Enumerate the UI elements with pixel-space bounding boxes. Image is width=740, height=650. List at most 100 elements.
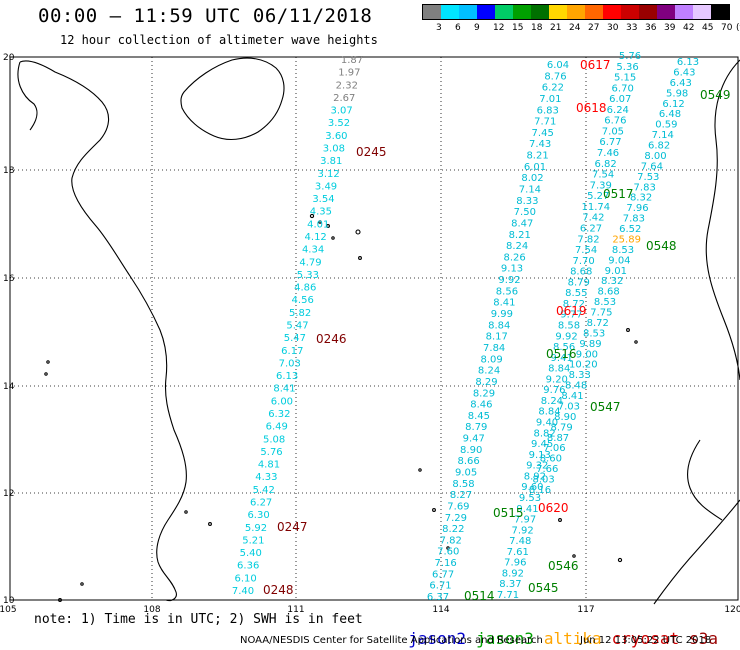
legend-label: 70	[721, 23, 733, 33]
swh-value-jason3b: 7.66	[536, 464, 558, 475]
x-tick-label: 114	[432, 605, 449, 615]
swh-value-cryosat: 6.04	[547, 60, 569, 71]
swh-value-jason3a: 6.70	[612, 83, 634, 94]
swh-value-s3a: 6.27	[250, 498, 272, 509]
swh-value-jason3a: 6.76	[604, 116, 626, 127]
swh-value-s3a: 5.47	[286, 321, 308, 332]
swh-value-jason3a: 5.15	[614, 73, 636, 84]
legend-swatch	[513, 5, 531, 19]
swh-value-jason3a: 6.07	[609, 94, 631, 105]
swh-value-jason3a: 9.41	[516, 504, 538, 515]
sat-jason2: jason2	[408, 629, 467, 648]
swh-value-s3a: 6.13	[276, 371, 298, 382]
satellite-legend: jason2 jason3 altika cryosat s3a	[389, 610, 728, 648]
swh-value-jason3a: 9.77	[560, 310, 582, 321]
swh-value-cryosat: 6.01	[524, 162, 546, 173]
pass-time-label: 0514	[464, 589, 495, 603]
swh-value-s3a: 3.52	[328, 118, 350, 129]
swh-value-s3a: 5.47	[284, 333, 306, 344]
legend-label: 36	[645, 23, 657, 33]
swh-value-jason3b: 7.83	[623, 214, 645, 225]
swh-value-jason3a: 9.45	[531, 439, 553, 450]
swh-value-jason3a: 5.36	[616, 62, 638, 73]
swh-value-cryosat: 8.45	[468, 411, 490, 422]
swh-value-jason3a: 7.61	[507, 547, 529, 558]
y-tick-label: 10	[3, 596, 15, 606]
swh-value-jason3b: 8.33	[569, 370, 591, 381]
swh-value-jason3b: 6.43	[673, 67, 695, 78]
x-tick-label: 108	[143, 605, 160, 615]
swh-value-jason3a: 9.53	[519, 493, 541, 504]
legend-swatch	[639, 5, 657, 19]
swh-value-s3a: 5.76	[260, 447, 282, 458]
luzon-coast	[705, 59, 740, 381]
swh-value-jason3a: 7.82	[577, 234, 599, 245]
legend-swatch	[441, 5, 459, 19]
swh-value-jason3a: 7.97	[514, 515, 536, 526]
swh-value-cryosat: 9.47	[463, 434, 485, 445]
swh-value-jason3a: 9.41	[551, 353, 573, 364]
swh-value-jason3b: 8.00	[644, 151, 666, 162]
swh-value-cryosat: 7.71	[534, 117, 556, 128]
swh-value-s3a: 5.42	[253, 485, 275, 496]
swh-value-jason3b: 7.75	[590, 308, 612, 319]
swh-value-cryosat: 7.14	[519, 185, 541, 196]
pass-time-label: 0547	[590, 400, 621, 414]
x-tick-label: 117	[577, 605, 594, 615]
swh-value-jason3a: 7.92	[512, 525, 534, 536]
legend-swatch	[549, 5, 567, 19]
footer-note: note: 1) Time is in UTC; 2) SWH is in fe…	[34, 612, 363, 627]
swh-value-jason3a: 9.32	[526, 461, 548, 472]
swh-value-cryosat: 8.22	[442, 524, 464, 535]
swh-value-s3a: 4.12	[305, 232, 327, 243]
swh-value-cryosat: 7.16	[435, 558, 457, 569]
legend-swatch	[711, 5, 729, 19]
swh-value-jason3a: 11.74	[582, 202, 611, 213]
swh-value-jason3b: 9.89	[579, 339, 601, 350]
swh-value-cryosat: 9.92	[498, 275, 520, 286]
pass-time-label: 0548	[646, 239, 677, 253]
y-tick-label: 14	[3, 382, 15, 392]
pass-time-label: 0516	[546, 347, 577, 361]
swh-value-s3a: 3.49	[315, 181, 337, 192]
swh-value-s3a: 6.17	[281, 346, 303, 357]
swh-value-jason3a: 5.76	[619, 51, 641, 62]
swh-value-jason3a: 9.20	[546, 374, 568, 385]
legend-swatch	[657, 5, 675, 19]
swh-value-jason3a: 8.92	[524, 471, 546, 482]
swh-value-cryosat: 7.43	[529, 139, 551, 150]
swh-value-cryosat: 7.29	[445, 513, 467, 524]
swh-value-s3a: 3.54	[312, 194, 334, 205]
legend-swatch	[477, 5, 495, 19]
swh-value-cryosat: 7.01	[539, 94, 561, 105]
legend-color-bar	[422, 4, 730, 20]
hainan-island	[180, 57, 285, 141]
swh-value-jason3b: 7.06	[543, 443, 565, 454]
swh-value-s3a: 4.35	[310, 207, 332, 218]
palawan-coast	[653, 499, 740, 605]
map-frame	[9, 56, 739, 601]
axis-labels: 105 108 111 114 117 120 20 18 16 14 12 10	[0, 53, 740, 615]
swh-value-jason3b: 8.87	[547, 433, 569, 444]
swh-value-s3a: 4.56	[292, 295, 314, 306]
swh-value-jason3a: 7.48	[509, 536, 531, 547]
coastline	[17, 57, 740, 605]
swh-value-jason3a: 6.27	[580, 223, 602, 234]
swh-value-cryosat: 8.21	[526, 151, 548, 162]
swh-value-cryosat: 6.22	[542, 83, 564, 94]
swh-value-s3a: 4.81	[258, 460, 280, 471]
swh-value-cryosat: 8.58	[452, 479, 474, 490]
swh-value-jason3b: 8.41	[561, 391, 583, 402]
legend-label: 42	[683, 23, 695, 33]
swh-value-jason3a: 7.54	[575, 245, 597, 256]
swh-value-cryosat: 8.66	[458, 456, 480, 467]
x-tick-label: 111	[287, 605, 304, 615]
pass-time-label: 0515	[493, 506, 524, 520]
swh-value-cryosat: 8.17	[486, 332, 508, 343]
pass-time-label: 0545	[528, 581, 559, 595]
pass-time-label: 0247	[277, 520, 308, 534]
chart-title: 00:00 – 11:59 UTC 06/11/2018	[38, 5, 373, 27]
swh-value-s3a: 7.40	[232, 586, 254, 597]
legend-label: 18	[531, 23, 543, 33]
y-tick-label: 18	[3, 166, 15, 176]
